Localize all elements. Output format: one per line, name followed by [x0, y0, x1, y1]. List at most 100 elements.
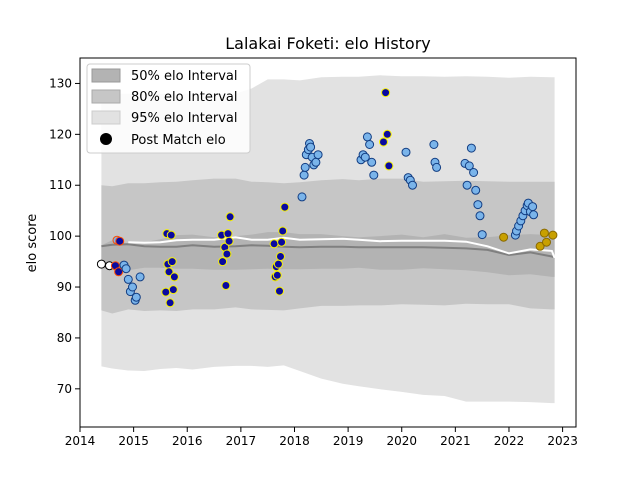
- chart-title: Lalakai Foketi: elo History: [225, 34, 431, 53]
- y-axis-ticks: 70 80 90 100 110 120 130: [49, 76, 80, 396]
- post-match-points: [96, 88, 558, 308]
- post-match-point: [362, 132, 372, 142]
- post-match-point: [365, 140, 375, 149]
- post-match-point: [96, 259, 106, 269]
- post-match-trend-line: [128, 236, 556, 259]
- x-tick-label: 2021: [440, 434, 471, 448]
- post-match-point: [535, 241, 545, 251]
- post-match-point: [165, 298, 175, 308]
- post-match-point: [131, 292, 141, 302]
- post-match-point: [477, 230, 487, 240]
- post-match-point: [223, 229, 233, 239]
- post-match-point: [280, 202, 290, 212]
- post-match-point: [542, 237, 551, 247]
- median-elo-line: [101, 243, 555, 259]
- post-match-point: [166, 230, 176, 240]
- y-axis-label: elo score: [25, 214, 40, 273]
- axes-frame: [79, 57, 577, 428]
- post-match-point: [360, 152, 370, 162]
- post-match-point: [462, 180, 472, 190]
- post-match-point: [169, 272, 179, 282]
- legend-label-80: 80% elo Interval: [131, 90, 238, 105]
- x-tick-label: 2015: [118, 434, 149, 448]
- post-match-point: [379, 137, 388, 147]
- post-match-point: [299, 170, 309, 180]
- x-tick-label: 2023: [547, 434, 578, 448]
- post-match-point: [225, 212, 235, 222]
- y-tick-label: 100: [49, 229, 72, 243]
- legend-label-50: 50% elo Interval: [131, 69, 238, 84]
- y-tick-label: 90: [57, 280, 72, 294]
- band-50: [101, 232, 555, 277]
- post-match-point: [222, 249, 232, 259]
- post-match-point: [269, 239, 279, 249]
- post-match-point: [539, 228, 549, 238]
- post-match-point: [529, 210, 539, 220]
- post-match-point: [275, 286, 284, 296]
- y-tick-label: 110: [49, 178, 72, 192]
- post-match-point: [272, 270, 282, 280]
- legend: 50% elo Interval 80% elo Interval 95% el…: [86, 63, 251, 154]
- post-match-point: [367, 157, 377, 167]
- post-match-point: [128, 282, 137, 292]
- post-match-point: [164, 267, 174, 277]
- x-tick-label: 2014: [65, 434, 96, 448]
- post-match-point: [300, 162, 310, 172]
- post-match-point: [278, 226, 288, 236]
- legend-swatch-95: [91, 110, 121, 125]
- post-match-point: [135, 272, 145, 282]
- y-tick-label: 120: [49, 127, 72, 141]
- post-match-point: [473, 200, 483, 210]
- legend-label-95: 95% elo Interval: [131, 111, 238, 126]
- legend-box: [86, 63, 251, 154]
- post-match-point: [273, 259, 283, 269]
- post-match-point: [224, 236, 234, 246]
- legend-label-post-match: Post Match elo: [131, 133, 226, 148]
- y-tick-label: 130: [49, 76, 72, 90]
- post-match-point: [167, 257, 177, 267]
- post-match-point: [499, 232, 509, 242]
- x-axis-ticks: 2014 2015 2016 2017 2018 2019 2020 2021 2022 2023: [65, 427, 578, 448]
- post-match-point: [168, 285, 178, 295]
- trend-lines: [101, 236, 556, 259]
- x-tick-label: 2019: [333, 434, 364, 448]
- x-tick-label: 2017: [226, 434, 257, 448]
- post-match-point: [218, 257, 228, 267]
- x-tick-label: 2020: [386, 434, 417, 448]
- post-match-point: [382, 129, 392, 139]
- post-match-point: [277, 237, 287, 247]
- post-match-point: [401, 147, 411, 157]
- post-match-point: [114, 267, 124, 277]
- legend-marker-post-match: [100, 133, 112, 145]
- post-match-point: [469, 168, 479, 177]
- post-match-point: [528, 202, 538, 212]
- post-match-point: [408, 180, 417, 190]
- post-match-point: [115, 236, 125, 246]
- post-match-point: [471, 185, 481, 195]
- post-match-point: [475, 211, 485, 221]
- post-match-point: [369, 170, 379, 180]
- post-match-point: [381, 88, 391, 98]
- post-match-point: [466, 143, 476, 153]
- post-match-point: [548, 230, 558, 240]
- plot-area: [79, 57, 577, 428]
- post-match-point: [464, 161, 474, 171]
- post-match-point: [384, 161, 394, 171]
- x-tick-label: 2018: [279, 434, 310, 448]
- post-match-point: [221, 281, 231, 290]
- post-match-point: [306, 142, 316, 152]
- post-match-point: [161, 287, 171, 297]
- y-tick-label: 70: [57, 382, 72, 396]
- post-match-point: [313, 150, 323, 160]
- post-match-point: [297, 192, 307, 202]
- post-match-point: [311, 157, 321, 167]
- post-match-point: [429, 140, 439, 149]
- post-match-point: [432, 162, 442, 172]
- post-match-point: [276, 252, 285, 261]
- legend-swatch-80: [91, 89, 121, 104]
- post-match-point: [123, 274, 133, 284]
- legend-swatch-50: [91, 68, 121, 83]
- post-match-point: [121, 264, 131, 274]
- x-tick-label: 2022: [494, 434, 525, 448]
